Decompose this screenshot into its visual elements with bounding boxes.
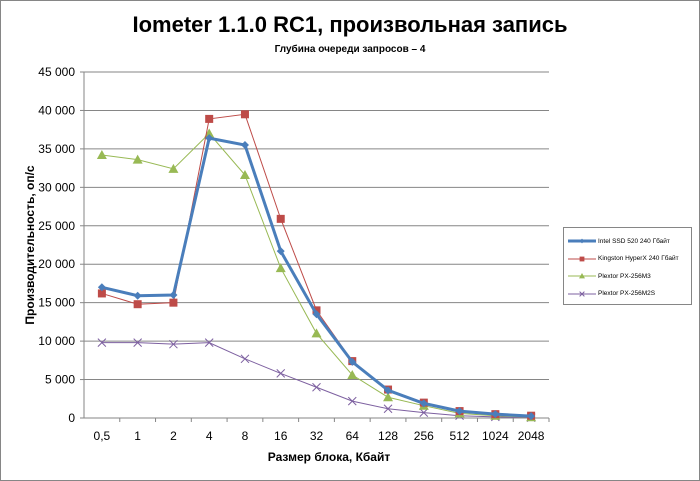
data-point [205, 134, 214, 143]
data-point [347, 369, 358, 379]
data-point [168, 163, 179, 173]
x-axis-title: Размер блока, Кбайт [268, 450, 391, 464]
data-point [204, 338, 214, 348]
x-tick-label: 2048 [518, 429, 545, 443]
x-tick-label: 0,5 [94, 429, 111, 443]
data-point [204, 128, 215, 138]
x-tick-label: 1024 [482, 429, 509, 443]
data-point [455, 407, 464, 416]
data-point [97, 289, 106, 298]
legend-label: Plextor PX-256M3 [598, 272, 651, 280]
data-point [276, 214, 285, 223]
series-line [101, 113, 532, 417]
y-tick-label: 5 000 [45, 373, 75, 387]
series-line [101, 132, 532, 418]
data-point [276, 369, 286, 378]
series-line [101, 136, 532, 418]
data-point [312, 310, 321, 319]
legend-label: Intel SSD 520 240 Гбайт [598, 237, 670, 245]
legend-marker [579, 238, 585, 244]
y-tick-label: 10 000 [38, 334, 75, 348]
data-point [527, 412, 536, 421]
data-point [169, 298, 178, 307]
legend-item: Kingston HyperX 240 Гбайт [568, 253, 679, 265]
legend-item: Intel SSD 520 240 Гбайт [568, 235, 670, 247]
data-point [276, 247, 285, 256]
data-point [384, 386, 393, 395]
data-point [348, 357, 357, 366]
data-point [311, 328, 322, 338]
x-tick-label: 1 [134, 429, 141, 443]
data-point [383, 392, 394, 402]
data-point [133, 291, 142, 300]
data-point [97, 338, 107, 348]
series-line [101, 342, 532, 419]
data-point [419, 399, 428, 408]
data-point [240, 141, 249, 150]
x-tick-label: 256 [414, 429, 434, 443]
y-tick-label: 0 [68, 411, 75, 425]
data-point [312, 382, 321, 392]
legend-label: Plextor PX-256M2S [598, 290, 656, 297]
data-point [132, 154, 143, 164]
legend-label: Kingston HyperX 240 Гбайт [598, 255, 679, 262]
data-point [169, 339, 178, 349]
y-tick-label: 35 000 [38, 142, 75, 156]
legend-item: Plextor PX-256M3 [568, 270, 651, 282]
data-point [239, 170, 250, 180]
x-tick-label: 2 [170, 429, 177, 443]
legend: Intel SSD 520 240 Гбайт Kingston HyperX 2… [563, 227, 692, 305]
y-tick-label: 15 000 [38, 296, 75, 310]
x-tick-label: 64 [346, 429, 360, 443]
y-tick-label: 40 000 [38, 103, 75, 117]
data-point [205, 114, 214, 123]
chart-title: Iometer 1.1.0 RC1, произвольная запись [132, 12, 568, 37]
data-point [419, 408, 429, 417]
x-tick-label: 8 [242, 429, 249, 443]
legend-swatch [568, 273, 596, 279]
legend-marker [579, 290, 585, 297]
x-tick-label: 16 [274, 429, 288, 443]
y-tick-label: 30 000 [38, 180, 75, 194]
legend-item: Plextor PX-256M2S [568, 288, 655, 300]
legend-marker [579, 256, 585, 261]
data-point [133, 338, 143, 348]
y-axis-title: Производительность, оп/с [23, 165, 37, 324]
legend-swatch [568, 238, 596, 244]
legend-swatch [568, 290, 596, 297]
x-tick-label: 128 [378, 429, 398, 443]
x-tick-label: 4 [206, 429, 213, 443]
data-point [275, 263, 286, 273]
x-tick-label: 512 [450, 429, 470, 443]
data-point [133, 300, 142, 309]
y-tick-label: 25 000 [38, 219, 75, 233]
data-point [240, 354, 250, 364]
data-point [97, 283, 106, 292]
x-tick-label: 32 [310, 429, 324, 443]
legend-swatch [568, 256, 596, 261]
data-point [347, 396, 357, 406]
data-point [491, 410, 500, 419]
data-point [96, 150, 107, 160]
y-tick-label: 45 000 [38, 65, 75, 79]
data-point [240, 110, 249, 119]
legend-marker [579, 273, 585, 279]
data-point [169, 290, 178, 299]
y-tick-label: 20 000 [38, 257, 75, 271]
chart-subtitle: Глубина очереди запросов – 4 [274, 44, 426, 55]
data-point [383, 404, 393, 414]
